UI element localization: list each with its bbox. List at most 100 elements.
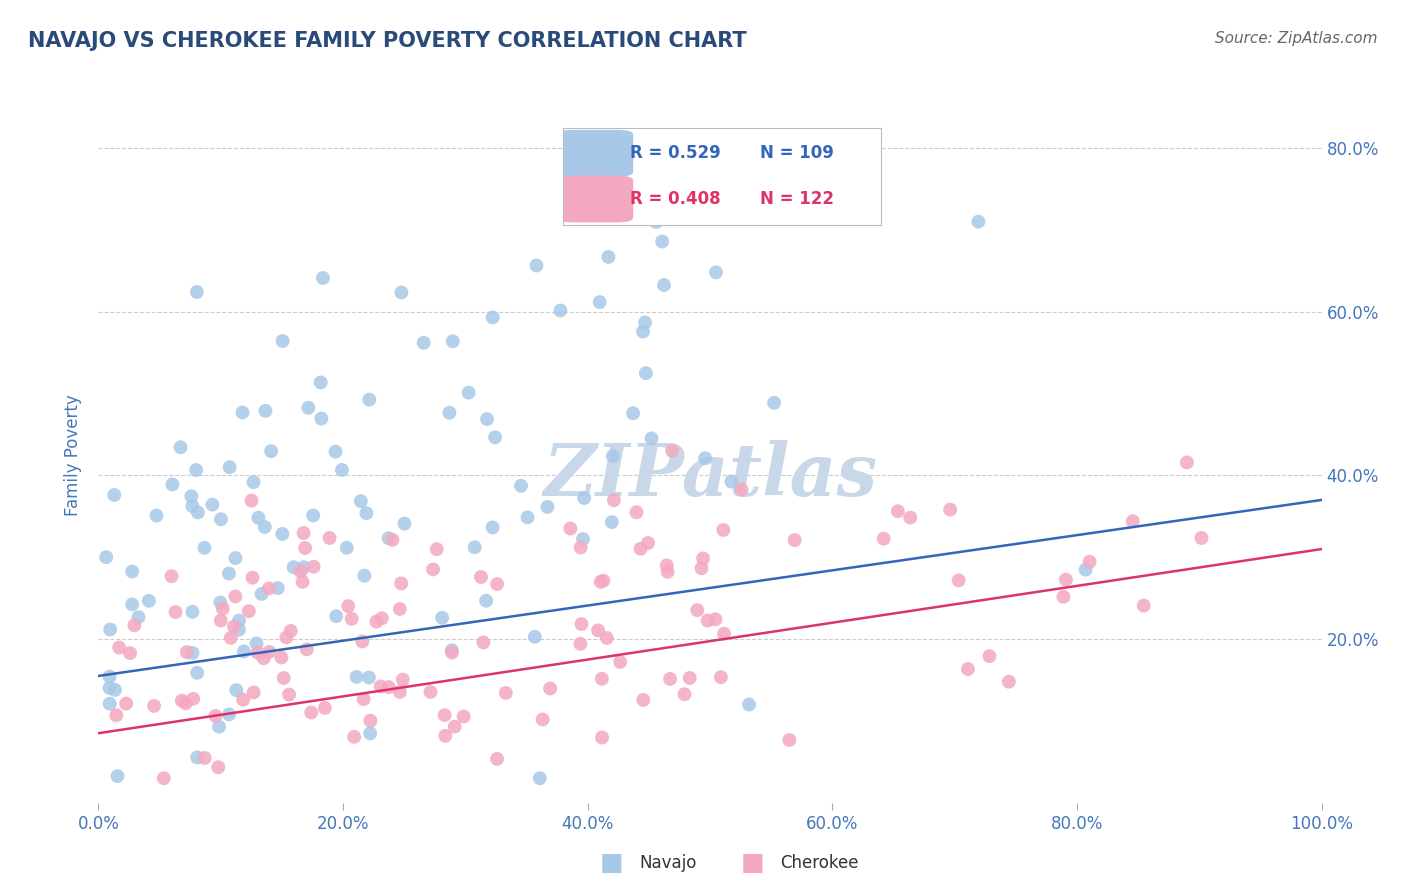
- Point: [105, 708, 128, 723]
- Point: [104, 682, 127, 697]
- Text: R = 0.408: R = 0.408: [630, 190, 721, 208]
- Point: [181, 499, 204, 513]
- Point: [143, 698, 166, 713]
- Point: [254, 404, 277, 418]
- Point: [292, 526, 315, 541]
- Point: [366, 615, 388, 629]
- Point: [531, 713, 554, 727]
- Point: [887, 504, 910, 518]
- Point: [311, 411, 333, 425]
- Point: [621, 406, 644, 420]
- Point: [486, 577, 509, 591]
- Point: [120, 646, 142, 660]
- Point: [998, 674, 1021, 689]
- Point: [186, 285, 208, 299]
- Point: [204, 709, 226, 723]
- Point: [297, 401, 319, 415]
- Point: [121, 598, 143, 612]
- Point: [325, 609, 347, 624]
- Point: [152, 771, 174, 785]
- Point: [218, 566, 240, 581]
- Point: [657, 565, 679, 579]
- FancyBboxPatch shape: [557, 176, 633, 222]
- Point: [292, 560, 315, 574]
- Point: [346, 670, 368, 684]
- Point: [634, 366, 657, 380]
- Point: [103, 488, 125, 502]
- Point: [128, 610, 150, 624]
- Point: [124, 618, 146, 632]
- Point: [713, 626, 735, 640]
- Point: [710, 670, 733, 684]
- Point: [232, 644, 254, 658]
- Point: [440, 646, 463, 660]
- Point: [302, 508, 325, 523]
- Point: [194, 751, 217, 765]
- Point: [250, 587, 273, 601]
- Point: [704, 265, 727, 279]
- Point: [550, 303, 572, 318]
- Point: [495, 686, 517, 700]
- Point: [475, 412, 498, 426]
- Point: [267, 581, 290, 595]
- Point: [711, 523, 734, 537]
- Point: [872, 532, 894, 546]
- Point: [470, 570, 492, 584]
- Point: [430, 611, 453, 625]
- Point: [419, 685, 441, 699]
- Point: [340, 612, 363, 626]
- Point: [271, 527, 294, 541]
- Point: [350, 494, 373, 508]
- Point: [312, 271, 335, 285]
- Point: [240, 493, 263, 508]
- Point: [457, 385, 479, 400]
- Point: [174, 696, 197, 710]
- Point: [357, 671, 380, 685]
- Text: ZIPatlas: ZIPatlas: [543, 441, 877, 511]
- Point: [394, 516, 416, 531]
- Point: [260, 444, 283, 458]
- Point: [486, 752, 509, 766]
- Point: [673, 687, 696, 701]
- Point: [107, 769, 129, 783]
- Point: [253, 651, 276, 665]
- Point: [422, 562, 444, 576]
- Point: [257, 582, 280, 596]
- Point: [592, 574, 614, 588]
- Text: N = 109: N = 109: [761, 145, 834, 162]
- Point: [510, 479, 533, 493]
- Point: [948, 574, 970, 588]
- Point: [176, 645, 198, 659]
- Point: [138, 594, 160, 608]
- Point: [238, 604, 260, 618]
- Point: [228, 623, 250, 637]
- Point: [464, 541, 486, 555]
- Point: [939, 502, 962, 516]
- Point: [481, 520, 503, 534]
- Point: [440, 643, 463, 657]
- Point: [609, 655, 631, 669]
- Point: [586, 624, 609, 638]
- Point: [245, 636, 267, 650]
- Point: [523, 630, 546, 644]
- Point: [209, 595, 232, 609]
- Point: [209, 512, 232, 526]
- Point: [631, 325, 654, 339]
- Point: [696, 614, 718, 628]
- Point: [472, 635, 495, 649]
- Point: [228, 614, 250, 628]
- Point: [1132, 599, 1154, 613]
- Point: [720, 475, 742, 489]
- Point: [589, 295, 612, 310]
- Point: [283, 560, 305, 574]
- Point: [247, 510, 270, 524]
- Point: [388, 602, 411, 616]
- Point: [655, 558, 678, 573]
- Point: [353, 568, 375, 582]
- Point: [475, 593, 498, 607]
- Point: [630, 541, 652, 556]
- Point: [242, 685, 264, 699]
- Point: [186, 463, 208, 477]
- Point: [201, 498, 224, 512]
- Text: NAVAJO VS CHEROKEE FAMILY POVERTY CORRELATION CHART: NAVAJO VS CHEROKEE FAMILY POVERTY CORREL…: [28, 31, 747, 51]
